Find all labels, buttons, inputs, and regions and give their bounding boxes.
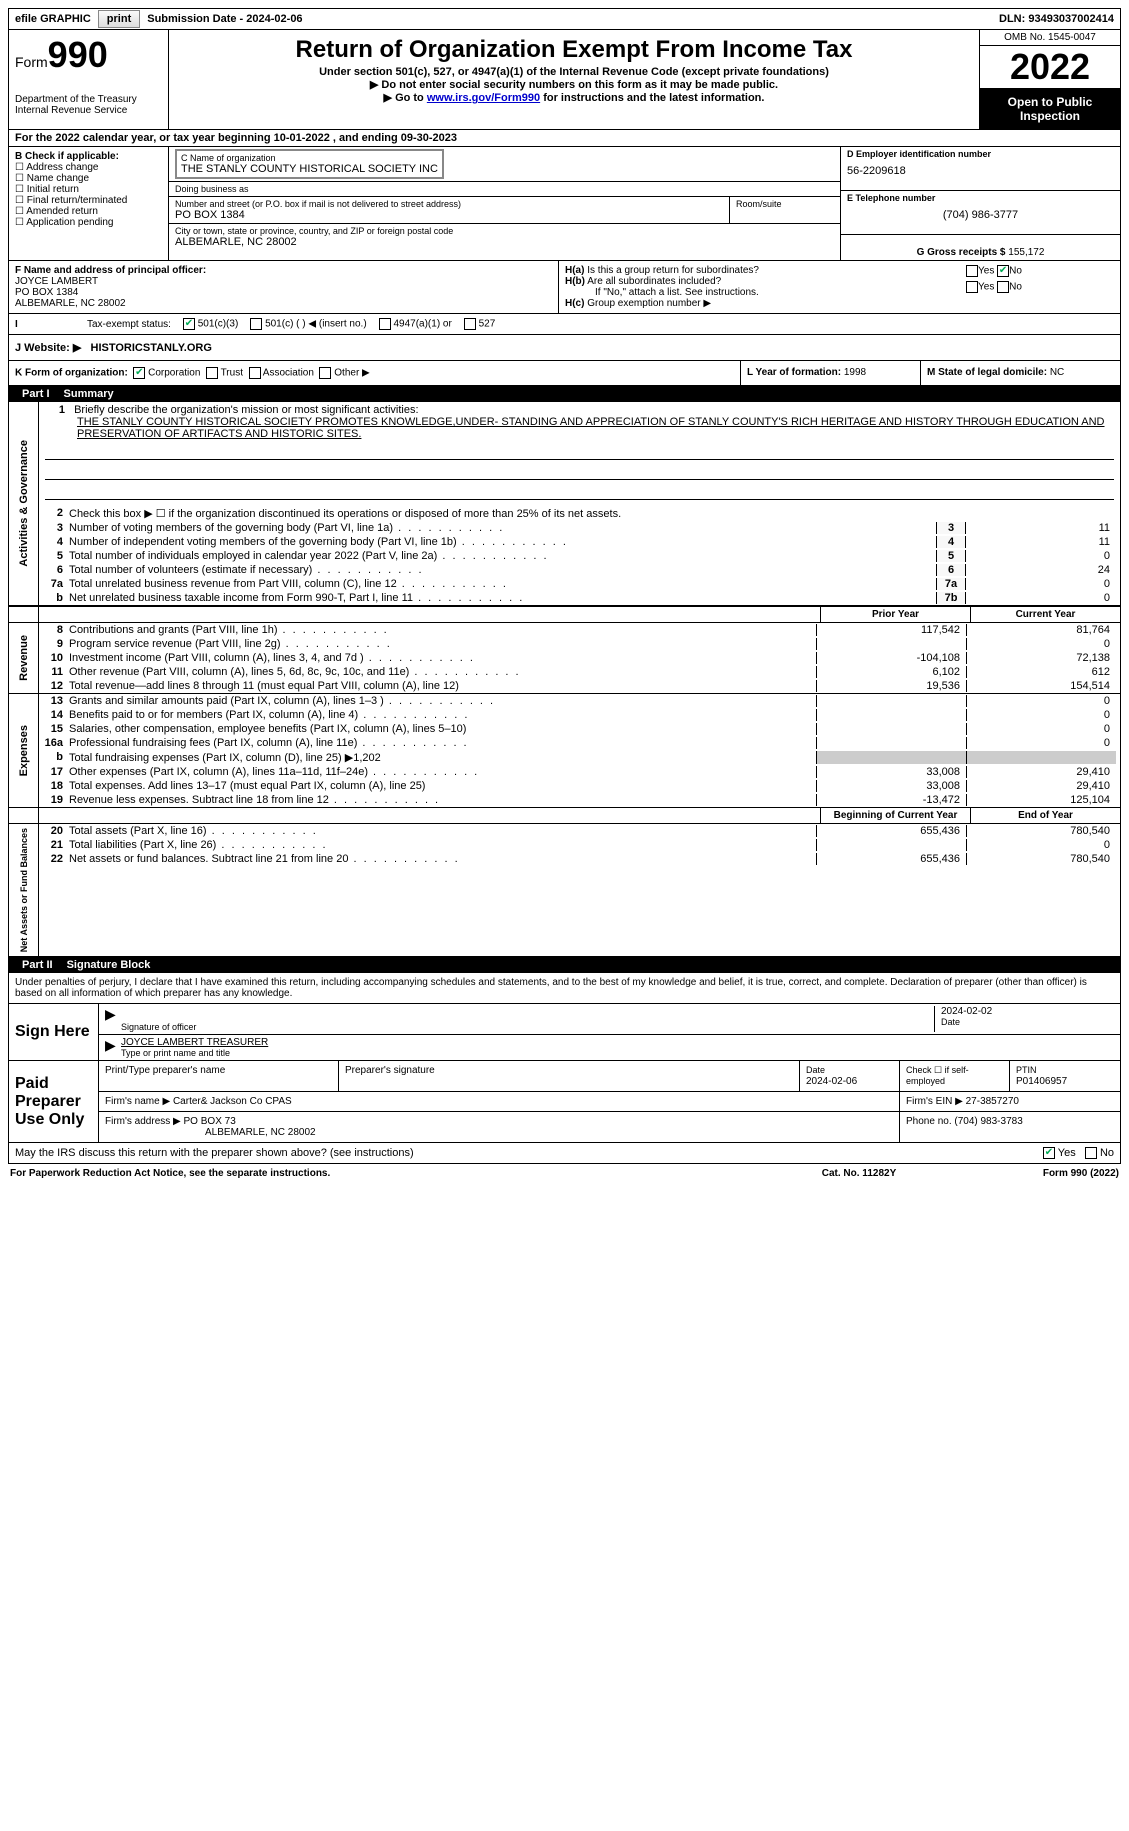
col-c: C Name of organization THE STANLY COUNTY… — [169, 147, 840, 260]
print-button[interactable]: print — [98, 10, 140, 28]
form-title: Return of Organization Exempt From Incom… — [175, 36, 973, 64]
line-a: For the 2022 calendar year, or tax year … — [8, 130, 1121, 147]
year-cell: OMB No. 1545-0047 2022 Open to Public In… — [980, 30, 1120, 129]
officer-block: F Name and address of principal officer:… — [8, 261, 1121, 314]
footer: For Paperwork Reduction Act Notice, see … — [8, 1164, 1121, 1183]
part1-header: Part I Summary — [8, 386, 1121, 402]
submission-date-label: Submission Date - 2024-02-06 — [141, 13, 308, 25]
k-row: K Form of organization: Corporation Trus… — [8, 361, 1121, 386]
dln: DLN: 93493037002414 — [999, 13, 1120, 25]
col-d: D Employer identification number 56-2209… — [840, 147, 1120, 260]
signature-block: Sign Here ▶ Signature of officer 2024-02… — [8, 1004, 1121, 1143]
efile-label: efile GRAPHIC — [9, 13, 97, 25]
irs-discuss-row: May the IRS discuss this return with the… — [8, 1143, 1121, 1164]
website-row: J Website: ▶ HISTORICSTANLY.ORG — [8, 335, 1121, 361]
part2-header: Part II Signature Block — [8, 957, 1121, 973]
col-b: B Check if applicable: Address change Na… — [9, 147, 169, 260]
org-info-block: B Check if applicable: Address change Na… — [8, 147, 1121, 261]
irs-link[interactable]: www.irs.gov/Form990 — [427, 92, 540, 104]
form-header: Form990 Department of the Treasury Inter… — [8, 30, 1121, 130]
part1-body: Activities & Governance 1 Briefly descri… — [8, 402, 1121, 957]
top-bar: efile GRAPHIC print Submission Date - 20… — [8, 8, 1121, 30]
penalties-text: Under penalties of perjury, I declare th… — [8, 973, 1121, 1004]
form-id-cell: Form990 Department of the Treasury Inter… — [9, 30, 169, 129]
form-title-cell: Return of Organization Exempt From Incom… — [169, 30, 980, 129]
status-row: I Tax-exempt status: 501(c)(3) 501(c) ( … — [8, 314, 1121, 335]
